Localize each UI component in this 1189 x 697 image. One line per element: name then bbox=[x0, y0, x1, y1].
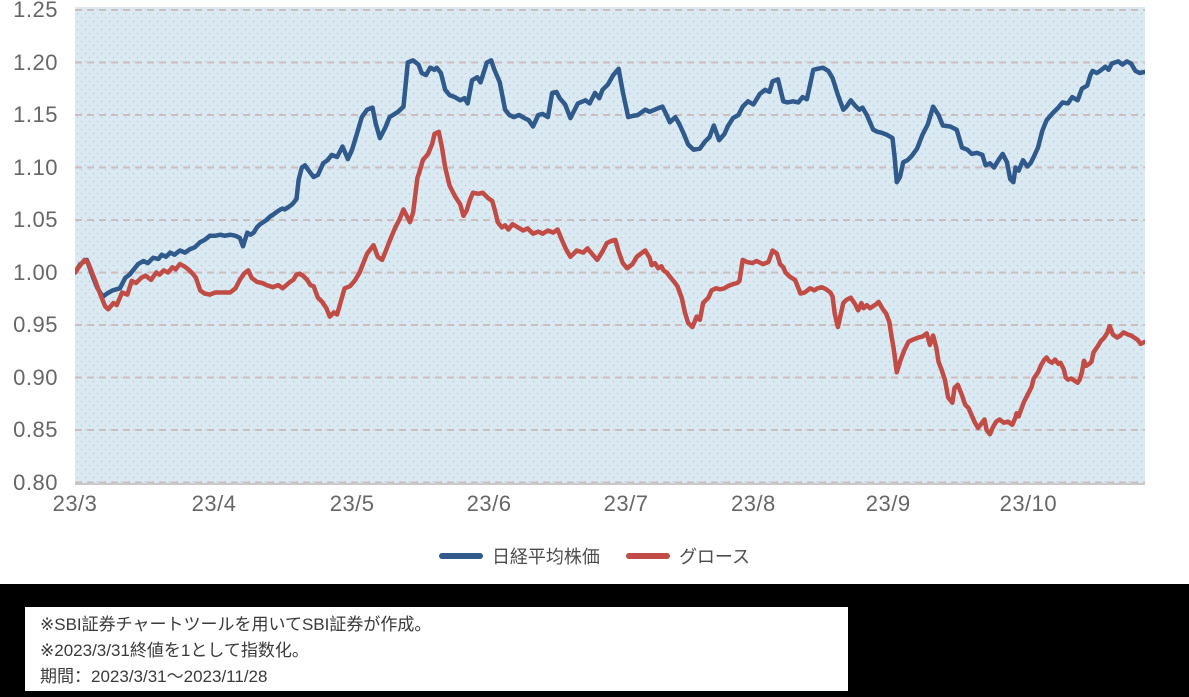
x-axis-tick-label: 23/7 bbox=[603, 491, 649, 516]
chart-legend: 日経平均株価 グロース bbox=[0, 543, 1189, 569]
chart-area: 1.25 1.20 1.15 1.10 1.05 1.00 0.95 0.90 0.85 0.80… bbox=[13, 0, 1145, 516]
footer-strip: ※SBI証券チャートツールを用いてSBI証券が作成。 ※2023/3/31終値を… bbox=[0, 584, 1189, 697]
footnote-indexing: ※2023/3/31終値を1として指数化。 bbox=[40, 641, 309, 660]
x-axis-tick-label: 23/10 bbox=[999, 491, 1058, 516]
y-axis-tick-label: 1.05 bbox=[13, 207, 58, 232]
y-axis-tick-label: 1.25 bbox=[13, 0, 58, 22]
footnote-box: ※SBI証券チャートツールを用いてSBI証券が作成。 ※2023/3/31終値を… bbox=[25, 607, 848, 691]
y-axis-tick-label: 0.95 bbox=[13, 312, 58, 337]
y-axis-tick-label: 1.15 bbox=[13, 102, 58, 127]
y-axis-tick-label: 1.00 bbox=[13, 259, 58, 285]
x-axis-tick-label: 23/6 bbox=[466, 491, 512, 516]
y-axis-tick-label: 0.90 bbox=[13, 364, 58, 390]
x-axis-tick-label: 23/4 bbox=[191, 491, 237, 516]
growth-line-swatch bbox=[625, 553, 670, 559]
y-axis-tick-label: 0.85 bbox=[13, 417, 58, 442]
x-axis-tick-label: 23/5 bbox=[329, 491, 375, 516]
legend-label-nikkei: 日経平均株価 bbox=[491, 547, 600, 567]
x-axis-tick-label: 23/8 bbox=[730, 491, 776, 516]
nikkei-line bbox=[75, 58, 1145, 299]
plot-area bbox=[75, 7, 1145, 485]
x-axis-tick-label: 23/9 bbox=[865, 491, 911, 516]
y-axis-tick-label: 1.10 bbox=[13, 154, 58, 180]
y-axis-tick-label: 0.80 bbox=[13, 469, 58, 495]
y-axis-tick-label: 1.20 bbox=[13, 49, 58, 75]
legend-label-growth: グロース bbox=[678, 547, 751, 567]
legend-item-nikkei: 日経平均株価 bbox=[438, 543, 600, 569]
footnote-period: 期間：2023/3/31～2023/11/28 bbox=[40, 667, 268, 686]
footnote-source: ※SBI証券チャートツールを用いてSBI証券が作成。 bbox=[40, 615, 432, 634]
nikkei-line-swatch bbox=[438, 553, 483, 559]
x-axis-tick-label: 23/3 bbox=[52, 491, 98, 516]
legend-item-growth: グロース bbox=[625, 543, 751, 569]
growth-line bbox=[75, 129, 1145, 437]
